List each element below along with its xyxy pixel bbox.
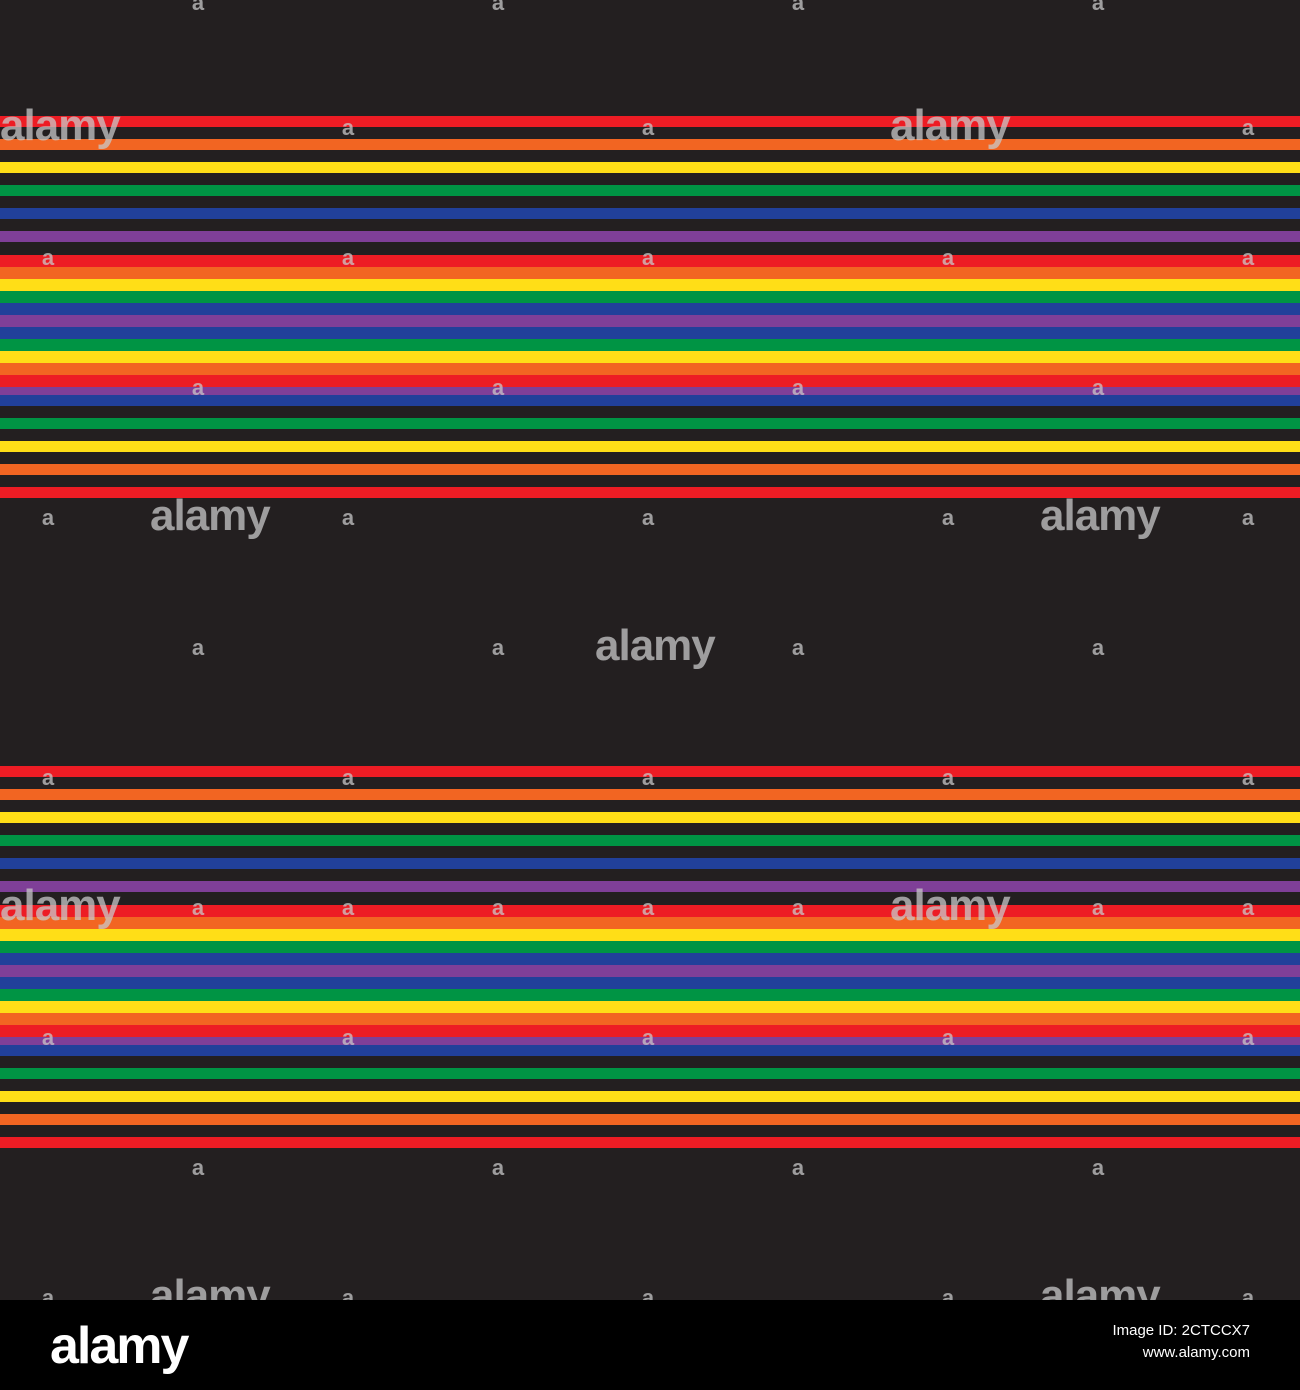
stripe-green [0, 941, 1300, 953]
stripe-yellow [0, 812, 1300, 823]
stripe-yellow [0, 1091, 1300, 1102]
stripe-blue [0, 953, 1300, 965]
stripe-orange [0, 789, 1300, 800]
stripe-red [0, 1025, 1300, 1037]
stripe-green [0, 1068, 1300, 1079]
stripe-yellow [0, 162, 1300, 173]
stripe-blue [0, 1045, 1300, 1056]
stripe-blue [0, 208, 1300, 219]
stripe-yellow [0, 351, 1300, 363]
alamy-logo: alamy [50, 1317, 189, 1375]
stripe-green [0, 989, 1300, 1001]
stripe-blue [0, 327, 1300, 339]
stripe-red [0, 116, 1300, 127]
stripe-purple [0, 231, 1300, 242]
stripe-green [0, 418, 1300, 429]
stripe-red [0, 487, 1300, 498]
stripe-yellow [0, 441, 1300, 452]
stripe-orange [0, 363, 1300, 375]
stripe-yellow [0, 279, 1300, 291]
stripe-purple [0, 965, 1300, 977]
stripe-green [0, 185, 1300, 196]
stripe-orange [0, 1114, 1300, 1125]
stripe-blue [0, 395, 1300, 406]
stripe-red [0, 255, 1300, 267]
stripe-purple [0, 881, 1300, 892]
stripe-blue [0, 858, 1300, 869]
footer-bar: alamy Image ID: 2CTCCX7 www.alamy.com [0, 1300, 1300, 1390]
stripe-red [0, 766, 1300, 777]
stripe-orange [0, 267, 1300, 279]
stripe-red [0, 1137, 1300, 1148]
stripe-blue [0, 977, 1300, 989]
stripe-purple [0, 315, 1300, 327]
stripe-red [0, 375, 1300, 387]
stripe-green [0, 291, 1300, 303]
stripe-green [0, 835, 1300, 846]
stripe-orange [0, 139, 1300, 150]
stripe-orange [0, 917, 1300, 929]
source-url: www.alamy.com [1142, 1344, 1250, 1361]
stripe-orange [0, 1013, 1300, 1025]
stripe-yellow [0, 1001, 1300, 1013]
stripe-yellow [0, 929, 1300, 941]
stripe-orange [0, 464, 1300, 475]
stripe-layer [0, 116, 1300, 1148]
stripe-red [0, 905, 1300, 917]
image-id: Image ID: 2CTCCX7 [1112, 1322, 1250, 1339]
image-id-block: Image ID: 2CTCCX7 www.alamy.com [1112, 1320, 1250, 1364]
stripe-green [0, 339, 1300, 351]
rainbow-stripe-pattern: alamy alamy alamy alamy alamy alamy alamy alamy… [0, 0, 1300, 1300]
stripe-blue [0, 303, 1300, 315]
